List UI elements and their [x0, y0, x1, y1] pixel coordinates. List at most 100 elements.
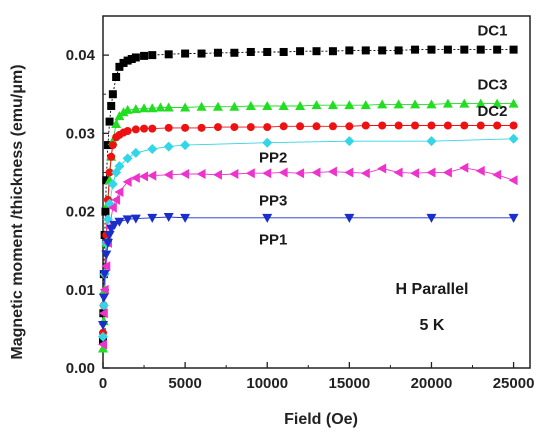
x-tick-label: 25000	[493, 375, 535, 392]
data-point-dc2	[460, 121, 469, 130]
data-point-dc1	[263, 47, 272, 56]
data-point-dc2	[230, 123, 239, 132]
data-point-dc3	[377, 99, 388, 109]
data-point-dc2	[181, 123, 190, 132]
data-point-dc1	[107, 101, 116, 110]
data-point-dc3	[410, 99, 421, 109]
data-point-dc1	[197, 49, 206, 58]
series-label-dc2: DC2	[477, 103, 507, 120]
series-labels: DC1 DC3 DC2 PP2 PP3 PP1	[259, 23, 507, 249]
data-point-pp1	[163, 213, 174, 223]
data-point-dc1	[140, 51, 149, 60]
x-tick-label: 10000	[246, 375, 288, 392]
data-point-pp3	[426, 167, 436, 178]
data-point-pp3	[508, 175, 518, 186]
data-point-pp2	[98, 331, 108, 342]
data-point-pp1	[101, 250, 112, 260]
data-point-pp1	[102, 238, 113, 248]
data-point-pp1	[114, 217, 125, 227]
data-point-dc2	[443, 121, 452, 130]
data-point-pp1	[344, 213, 355, 223]
data-point-pp2	[98, 300, 109, 311]
data-point-pp1	[98, 293, 109, 303]
data-point-pp2	[262, 137, 273, 148]
data-point-dc1	[112, 73, 121, 82]
data-point-dc2	[279, 122, 288, 131]
data-point-dc1	[312, 47, 321, 56]
data-point-dc2	[394, 121, 403, 130]
data-point-dc2	[411, 121, 420, 130]
data-point-pp3	[311, 167, 321, 178]
tick-labels: 0 5000 10000 15000 20000 25000 0.00 0.01 0.02 0.0…	[66, 47, 535, 392]
data-point-dc3	[508, 98, 519, 108]
data-point-pp3	[278, 167, 288, 178]
data-point-pp3	[212, 169, 222, 180]
data-point-dc1	[101, 207, 110, 216]
x-axis-title: Field (Oe)	[284, 411, 358, 428]
data-point-dc3	[163, 102, 174, 112]
data-point-pp3	[114, 187, 124, 197]
data-point-pp1	[426, 213, 437, 223]
data-point-dc3	[122, 104, 133, 114]
data-point-dc1	[102, 176, 111, 185]
data-point-dc2	[108, 141, 117, 150]
data-point-dc3	[130, 104, 141, 114]
data-point-dc1	[127, 55, 136, 64]
data-point-dc2	[140, 124, 149, 133]
data-point-dc1	[213, 48, 222, 57]
data-point-pp3	[196, 169, 206, 180]
data-point-pp1	[130, 214, 141, 224]
data-point-dc2	[213, 123, 222, 132]
data-point-dc2	[107, 152, 116, 161]
data-point-pp3	[360, 168, 370, 179]
y-tick-label: 0.01	[66, 282, 95, 299]
series-markers	[98, 45, 519, 353]
data-point-dc3	[196, 101, 207, 111]
data-point-dc2	[131, 125, 140, 134]
data-point-dc3	[147, 103, 158, 113]
data-point-dc3	[155, 102, 166, 112]
data-point-dc1	[361, 46, 370, 55]
data-point-pp1	[262, 213, 273, 223]
y-tick-label: 0.00	[66, 360, 95, 377]
data-point-dc1	[328, 47, 337, 56]
data-point-pp3	[344, 167, 354, 178]
data-point-dc1	[460, 45, 469, 54]
data-point-dc1	[164, 50, 173, 59]
data-point-dc2	[123, 126, 132, 135]
data-point-dc1	[105, 117, 114, 126]
series-label-dc3: DC3	[477, 77, 507, 94]
data-point-dc2	[263, 123, 272, 132]
data-point-pp1	[180, 213, 191, 223]
data-point-dc1	[427, 45, 436, 54]
data-point-pp2	[163, 141, 174, 152]
y-axis-title: Magnetic moment /thickness (emu/μm)	[9, 64, 26, 359]
data-point-dc2	[493, 121, 502, 130]
data-point-dc3	[492, 98, 503, 108]
data-point-pp3	[442, 167, 452, 178]
data-point-dc2	[427, 121, 436, 130]
data-point-dc3	[180, 102, 191, 112]
data-point-dc2	[296, 122, 305, 131]
data-point-pp3	[99, 284, 109, 295]
data-point-pp3	[327, 166, 337, 177]
data-point-pp2	[508, 133, 519, 144]
data-point-pp3	[130, 172, 140, 183]
data-point-pp2	[114, 161, 125, 172]
data-point-pp3	[147, 170, 157, 181]
data-point-pp3	[410, 168, 420, 179]
data-point-dc1	[411, 45, 420, 54]
data-point-dc3	[442, 98, 453, 108]
data-point-dc2	[246, 123, 255, 132]
x-tick-label: 5000	[168, 375, 201, 392]
y-tick-label: 0.03	[66, 125, 95, 142]
data-point-pp3	[295, 168, 305, 179]
data-point-pp3	[180, 169, 190, 180]
series-line-pp2	[102, 138, 514, 337]
data-point-dc2	[361, 121, 370, 130]
data-point-dc1	[493, 45, 502, 54]
data-point-dc1	[378, 46, 387, 55]
data-point-pp1	[508, 213, 519, 223]
data-point-dc2	[148, 124, 157, 133]
data-point-dc3	[327, 100, 338, 110]
